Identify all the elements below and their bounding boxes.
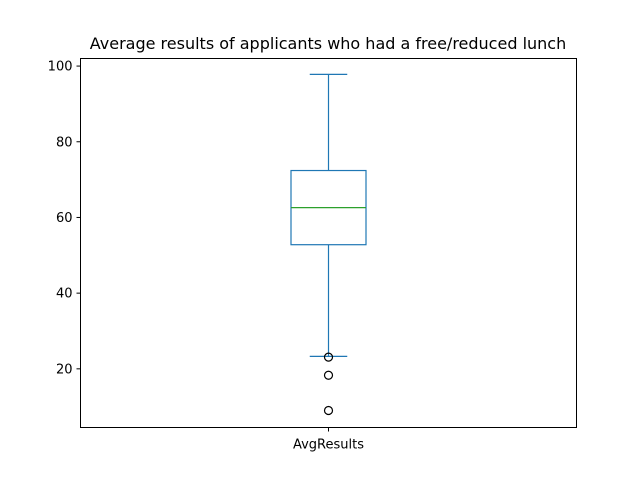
y-tick-label: 20 <box>56 362 73 377</box>
plot-layer <box>290 73 367 416</box>
y-tick-label: 40 <box>56 287 73 302</box>
y-tick-label: 60 <box>56 211 73 226</box>
y-tick-label: 100 <box>48 60 73 75</box>
outlier-point <box>323 405 334 416</box>
outlier-point <box>323 370 334 380</box>
y-tick-label: 80 <box>56 135 73 150</box>
axis-layer: 20 40 60 80 100 AvgResults <box>48 60 365 453</box>
chart-title: Average results of applicants who had a … <box>90 34 566 53</box>
outlier-point <box>323 352 334 362</box>
x-tick-label: AvgResults <box>293 438 364 453</box>
